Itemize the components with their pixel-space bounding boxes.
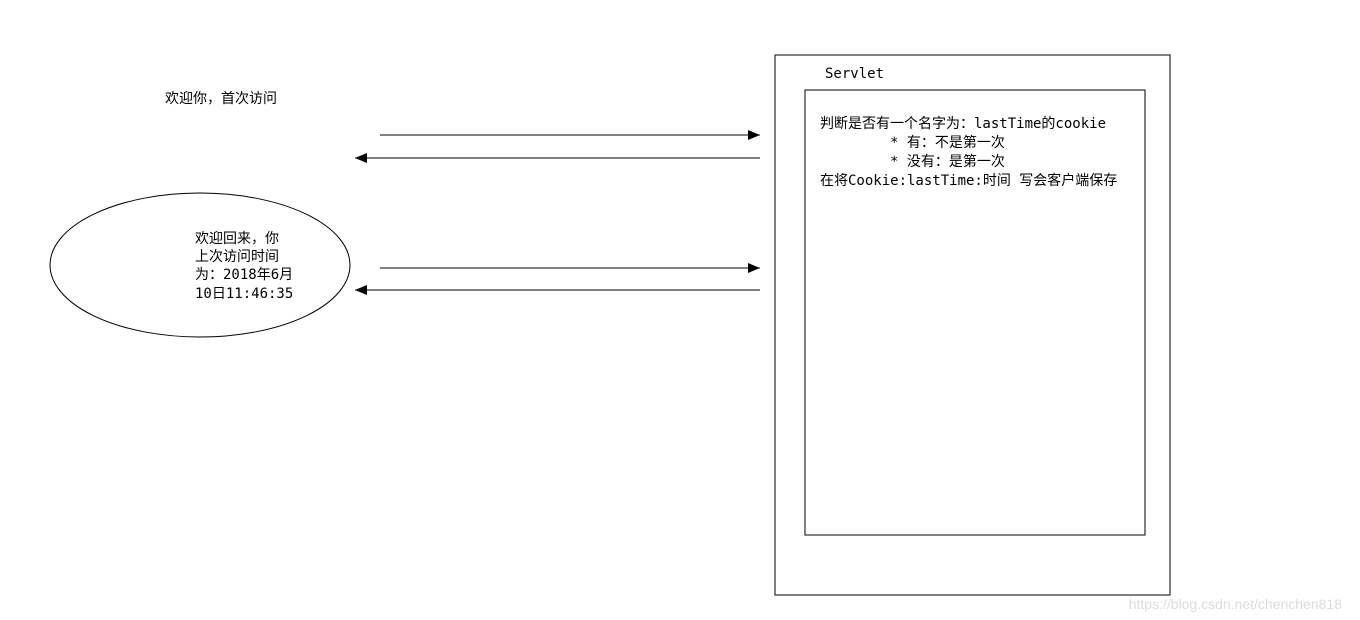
servlet-line-1: * 有：不是第一次 <box>820 134 1117 153</box>
arrow1-left-head <box>355 153 367 163</box>
ellipse-text: 欢迎回来，你 上次访问时间 为：2018年6月 10日11:46:35 <box>195 230 293 303</box>
watermark-text: https://blog.csdn.net/chenchen818 <box>1129 596 1342 612</box>
arrow2-left-head <box>355 285 367 295</box>
servlet-content: 判断是否有一个名字为：lastTime的cookie * 有：不是第一次 * 没… <box>820 115 1117 191</box>
servlet-title: Servlet <box>825 65 884 83</box>
arrow2-right-head <box>748 263 760 273</box>
ellipse-line-0: 欢迎回来，你 <box>195 230 293 248</box>
first-visit-text: 欢迎你，首次访问 <box>165 90 277 108</box>
ellipse-line-1: 上次访问时间 <box>195 248 293 266</box>
servlet-line-2: * 没有：是第一次 <box>820 153 1117 172</box>
servlet-line-0: 判断是否有一个名字为：lastTime的cookie <box>820 115 1117 134</box>
servlet-line-4: 在将Cookie:lastTime:时间 写会客户端保存 <box>820 172 1117 191</box>
arrow1-right-head <box>748 130 760 140</box>
ellipse-line-3: 10日11:46:35 <box>195 285 293 303</box>
ellipse-line-2: 为：2018年6月 <box>195 266 293 284</box>
